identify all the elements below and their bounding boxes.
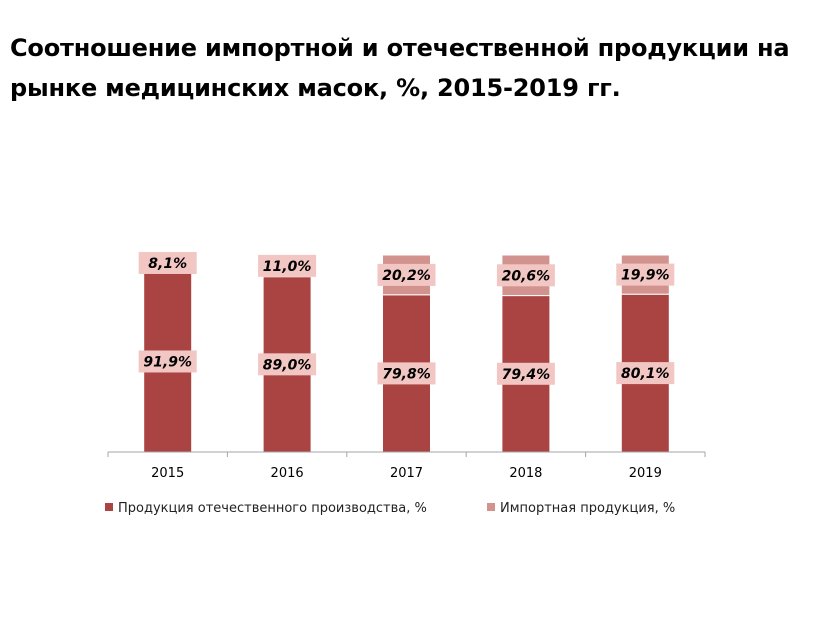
legend-label: Продукция отечественного производства, % [118, 501, 427, 516]
data-label-box [616, 362, 675, 385]
data-label: 20,6% [502, 268, 551, 284]
data-label-box [258, 254, 317, 277]
data-label: 79,8% [382, 366, 431, 382]
data-label-box [138, 350, 197, 373]
legend-label: Импортная продукция, % [500, 501, 675, 516]
data-label-box [258, 353, 317, 376]
data-label: 8,1% [148, 256, 187, 272]
x-tick-label: 2017 [390, 466, 423, 481]
data-label: 91,9% [143, 354, 192, 370]
data-label: 11,0% [263, 259, 312, 275]
data-label-box [496, 264, 555, 287]
legend: Продукция отечественного производства, %… [105, 501, 675, 516]
legend-swatch [105, 503, 113, 511]
data-label: 89,0% [263, 357, 312, 373]
chart-title: Соотношение импортной и отечественной пр… [10, 34, 790, 102]
data-label-box [377, 263, 436, 286]
data-label-box [377, 362, 436, 385]
data-label: 20,2% [382, 268, 431, 284]
data-label: 79,4% [502, 367, 551, 383]
x-axis-ticks [107, 452, 706, 457]
legend-swatch [487, 503, 495, 511]
x-tick-label: 2015 [151, 466, 184, 481]
data-label: 80,1% [621, 366, 670, 382]
x-tick-label: 2018 [509, 466, 542, 481]
x-tick-label: 2019 [629, 466, 662, 481]
data-labels-group: 91,9% 8,1% 89,0% 11,0% 79,8% 20,2% 79,4% 20,6% 8… [138, 251, 675, 385]
x-tick-label: 2016 [271, 466, 304, 481]
data-label-box [496, 362, 555, 385]
x-axis-labels: 2015 2016 2017 2018 2019 [151, 466, 662, 481]
data-label-box [616, 263, 675, 286]
data-label: 19,9% [621, 268, 670, 284]
data-label-box [138, 251, 197, 274]
